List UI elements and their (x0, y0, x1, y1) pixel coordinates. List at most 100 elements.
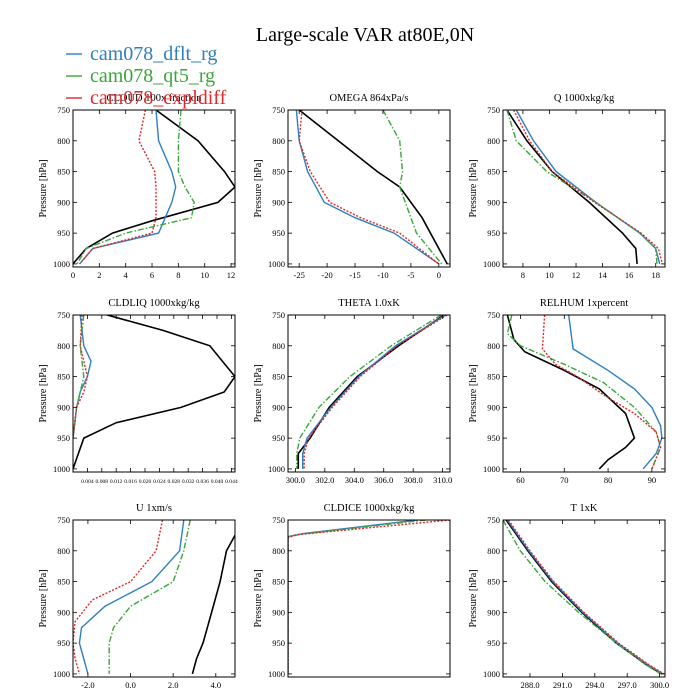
xtick-label: 300.0 (286, 475, 305, 485)
ytick-label: 750 (57, 515, 70, 525)
panel-3: Q 1000xkg/kg 750 800 850 900 950 1000 Pressure … (468, 93, 666, 280)
ytick-label: 950 (272, 433, 285, 443)
xtick-label: 0 (437, 270, 441, 280)
xtick-label: 300.0 (650, 680, 669, 690)
ytick-label: 750 (272, 310, 285, 320)
ytick-label: 800 (487, 136, 500, 146)
xtick-label: 12 (227, 270, 236, 280)
series-line-cam078_dflt_rg (295, 110, 440, 265)
ytick-label: 1000 (483, 464, 500, 474)
series-line-obs (505, 520, 663, 675)
series-group (288, 520, 450, 674)
ytick-label: 950 (57, 228, 70, 238)
xtick-label: 297.0 (618, 680, 637, 690)
series-line-obs (191, 535, 235, 675)
series-line-obs (506, 315, 636, 470)
ytick-label: 750 (487, 515, 500, 525)
ylabel: Pressure [hPa] (468, 159, 479, 217)
series-group (73, 315, 235, 470)
xtick-label: 0.004 (81, 479, 94, 485)
plot-frame (502, 314, 666, 473)
ytick-label: 850 (57, 577, 70, 587)
series-group (295, 110, 448, 265)
xtick-label: -10 (377, 270, 388, 280)
series-line-cam078_expldiff (288, 520, 450, 674)
series-group (73, 520, 235, 675)
xtick-label: 14 (598, 270, 607, 280)
series-group (503, 520, 665, 675)
ytick-label: 900 (57, 607, 70, 617)
xtick-label: 308.0 (404, 475, 423, 485)
series-line-cam078_qt5_rg (506, 315, 662, 470)
xtick-label: -15 (349, 270, 360, 280)
xtick-label: 302.0 (315, 475, 334, 485)
series-line-cam078_qt5_rg (108, 520, 191, 674)
series-line-cam078_dflt_rg (78, 520, 185, 675)
panel-2: OMEGA 864xPa/s 750 800 850 900 950 1000 Pressur… (253, 93, 451, 280)
ytick-label: 900 (57, 197, 70, 207)
xtick-label: 0.012 (110, 479, 123, 485)
ytick-label: 850 (272, 372, 285, 382)
xtick-label: 0.0 (125, 680, 136, 690)
ytick-label: 900 (487, 197, 500, 207)
series-line-cam078_dflt_rg (302, 315, 446, 469)
ytick-label: 1000 (268, 259, 285, 269)
ytick-label: 800 (57, 341, 70, 351)
ytick-label: 800 (487, 341, 500, 351)
series-line-obs (506, 110, 638, 264)
ytick-label: 950 (487, 228, 500, 238)
series-line-cam078_dflt_rg (515, 110, 661, 265)
xtick-label: 0.044 (225, 479, 238, 485)
series-group (506, 110, 663, 265)
ylabel: Pressure [hPa] (38, 569, 49, 627)
ytick-label: 850 (487, 167, 500, 177)
xtick-label: 18 (651, 270, 660, 280)
series-line-cam078_expldiff (303, 315, 448, 469)
ytick-label: 900 (487, 607, 500, 617)
xtick-label: 2 (97, 270, 101, 280)
series-line-cam078_expldiff (298, 110, 440, 265)
ytick-label: 750 (487, 105, 500, 115)
series-line-cam078_qt5_rg (296, 315, 442, 469)
panel-7: U 1xm/s 750 800 850 900 950 1000 Pressure [hPa]… (38, 503, 236, 690)
xtick-label: -20 (321, 270, 332, 280)
ytick-label: 850 (487, 372, 500, 382)
ytick-label: 850 (57, 372, 70, 382)
xtick-label: 80 (604, 475, 613, 485)
series-line-cam078_expldiff (541, 315, 662, 470)
panel-title: U 1xm/s (136, 503, 172, 514)
xtick-label: 8 (176, 270, 180, 280)
series-group (296, 315, 448, 469)
ytick-label: 900 (272, 607, 285, 617)
ytick-label: 750 (57, 310, 70, 320)
xtick-label: 294.0 (585, 680, 604, 690)
ytick-label: 950 (272, 228, 285, 238)
legend: cam078_dflt_rgcam078_qt5_rgcam078_expldi… (66, 43, 227, 109)
series-line-cam078_dflt_rg (506, 520, 664, 675)
panel-4: CLDLIQ 1000xkg/kg 750 800 850 900 950 1000 Pres… (38, 298, 238, 485)
panel-5: THETA 1.0xK 750 800 850 900 950 1000 Pressure [… (253, 298, 452, 485)
plot-frame (502, 109, 666, 268)
ylabel: Pressure [hPa] (253, 569, 264, 627)
xtick-label: 10 (200, 270, 209, 280)
xtick-label: 0.008 (96, 479, 109, 485)
ytick-label: 900 (487, 402, 500, 412)
series-line-cam078_expldiff (79, 110, 157, 265)
ylabel: Pressure [hPa] (468, 569, 479, 627)
plot-frame (72, 314, 236, 473)
panel-title: CLDICE 1000xkg/kg (324, 503, 415, 514)
xtick-label: 0 (71, 270, 75, 280)
panel-title: Q 1000xkg/kg (554, 93, 615, 104)
ytick-label: 800 (57, 136, 70, 146)
xtick-label: 306.0 (374, 475, 393, 485)
ytick-label: 900 (272, 402, 285, 412)
panel-9: T 1xK 750 800 850 900 950 1000 Pressure [hPa] 28… (468, 503, 669, 690)
xtick-label: 8 (521, 270, 525, 280)
ytick-label: 950 (57, 638, 70, 648)
ytick-label: 800 (57, 546, 70, 556)
xtick-label: 16 (625, 270, 634, 280)
xtick-label: 0.020 (139, 479, 152, 485)
xtick-label: 12 (572, 270, 581, 280)
xtick-label: 6 (150, 270, 154, 280)
ytick-label: 850 (487, 577, 500, 587)
